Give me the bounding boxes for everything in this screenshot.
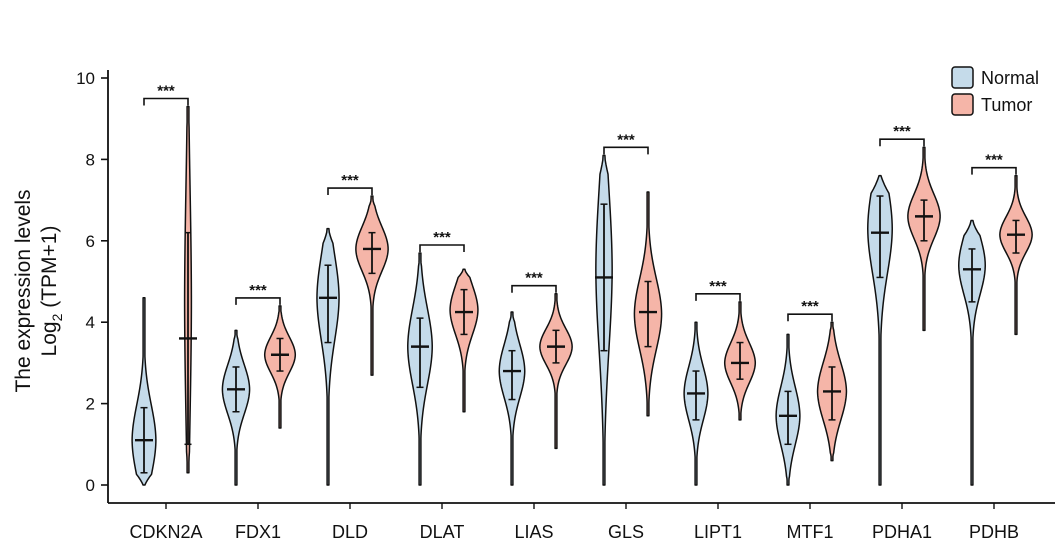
bracket-line [143, 97, 189, 106]
violin-tumor-lias [539, 292, 573, 450]
significance-label: *** [801, 298, 819, 315]
y-axis-title-line1: The expression levels [12, 189, 35, 392]
x-tick-label-pdhb: PDHB [969, 522, 1019, 542]
x-tick-label-fdx1: FDX1 [235, 522, 281, 542]
violin-normal-dlat [407, 252, 433, 486]
significance-label: *** [617, 131, 635, 148]
violin-body [999, 174, 1033, 336]
bracket-line [971, 166, 1017, 175]
violin-normal-gls [595, 154, 613, 486]
violin-normal-dld [316, 227, 340, 486]
y-axis-title: The expression levels Log2 (TPM+1) [12, 189, 65, 392]
bracket-line [695, 293, 741, 301]
significance-bracket-gls: *** [603, 131, 649, 155]
significance-brackets: *** *** *** *** *** *** *** *** *** *** [143, 82, 1017, 322]
violin-body [131, 297, 157, 486]
significance-label: *** [249, 282, 267, 299]
y-tick-label: 4 [86, 313, 95, 332]
significance-bracket-fdx1: *** [235, 282, 281, 305]
legend-item-normal: Normal [951, 66, 1039, 89]
violin-body [355, 195, 389, 376]
significance-label: *** [893, 123, 911, 140]
violin-body [867, 174, 893, 486]
significance-label: *** [985, 152, 1003, 169]
violin-tumor-gls [633, 191, 663, 417]
violins [131, 105, 1033, 486]
violin-tumor-pdhb [999, 174, 1033, 336]
x-tick-label-lipt1: LIPT1 [694, 522, 742, 542]
legend-swatch [951, 93, 974, 116]
y-tick-label: 0 [86, 476, 95, 495]
y-axis-title-line2: Log2 (TPM+1) [38, 226, 65, 357]
x-axis-labels: CDKN2A FDX1 DLD DLAT LIAS GLS LIPT1 MTF1 PDHA1 PD… [129, 503, 1019, 542]
violin-normal-lipt1 [683, 321, 709, 486]
violin-normal-pdhb [957, 219, 987, 486]
bracket-line [511, 284, 557, 293]
violin-tumor-dld [355, 195, 389, 376]
y-axis-title-unit: (TPM+1) [38, 226, 61, 314]
violin-body [539, 292, 573, 450]
significance-label: *** [433, 229, 451, 246]
x-tick-label-pdha1: PDHA1 [872, 522, 932, 542]
legend: Normal Tumor [951, 66, 1039, 116]
violin-normal-lias [498, 311, 526, 486]
bracket-line [327, 187, 373, 196]
legend-label: Tumor [981, 95, 1032, 115]
significance-bracket-lipt1: *** [695, 278, 741, 301]
bracket-line [235, 297, 281, 305]
bracket-line [787, 313, 833, 322]
y-axis-title-log: Log [38, 321, 61, 356]
legend-label: Normal [981, 68, 1039, 88]
bracket-line [879, 138, 925, 147]
significance-bracket-pdha1: *** [879, 123, 925, 147]
violin-normal-cdkn2a [131, 297, 157, 486]
significance-label: *** [157, 82, 175, 99]
y-axis-ticks: 0 2 4 6 8 10 [76, 69, 108, 495]
significance-bracket-pdhb: *** [971, 152, 1017, 175]
legend-item-tumor: Tumor [951, 93, 1032, 116]
violin-tumor-cdkn2a [179, 105, 197, 474]
significance-bracket-lias: *** [511, 270, 557, 293]
significance-bracket-mtf1: *** [787, 298, 833, 322]
significance-label: *** [525, 270, 543, 287]
significance-bracket-dld: *** [327, 172, 373, 196]
y-tick-label: 6 [86, 232, 95, 251]
violin-normal-mtf1 [775, 333, 801, 486]
significance-label: *** [341, 172, 359, 189]
significance-label: *** [709, 278, 727, 295]
bracket-line [603, 146, 649, 155]
violin-tumor-pdha1 [907, 146, 941, 332]
x-tick-label-gls: GLS [608, 522, 644, 542]
y-tick-label: 10 [76, 69, 95, 88]
x-tick-label-lias: LIAS [514, 522, 553, 542]
violin-tumor-dlat [449, 268, 479, 413]
violin-tumor-fdx1 [263, 305, 297, 429]
bracket-line [419, 244, 465, 253]
significance-bracket-cdkn2a: *** [143, 82, 189, 106]
violin-tumor-lipt1 [723, 301, 757, 421]
legend-swatch [951, 66, 974, 89]
violin-normal-fdx1 [221, 329, 251, 486]
x-tick-label-cdkn2a: CDKN2A [129, 522, 202, 542]
y-tick-label: 2 [86, 395, 95, 414]
y-tick-label: 8 [86, 150, 95, 169]
x-tick-label-dld: DLD [332, 522, 368, 542]
violin-tumor-mtf1 [816, 321, 848, 462]
x-tick-label-dlat: DLAT [420, 522, 465, 542]
violin-body [316, 227, 340, 486]
significance-bracket-dlat: *** [419, 229, 465, 253]
x-tick-label-mtf1: MTF1 [787, 522, 834, 542]
violin-normal-pdha1 [867, 174, 893, 486]
violin-body [449, 268, 479, 413]
axes [107, 70, 1055, 504]
violin-body [957, 219, 987, 486]
y-axis-title-subscript: 2 [49, 313, 65, 321]
